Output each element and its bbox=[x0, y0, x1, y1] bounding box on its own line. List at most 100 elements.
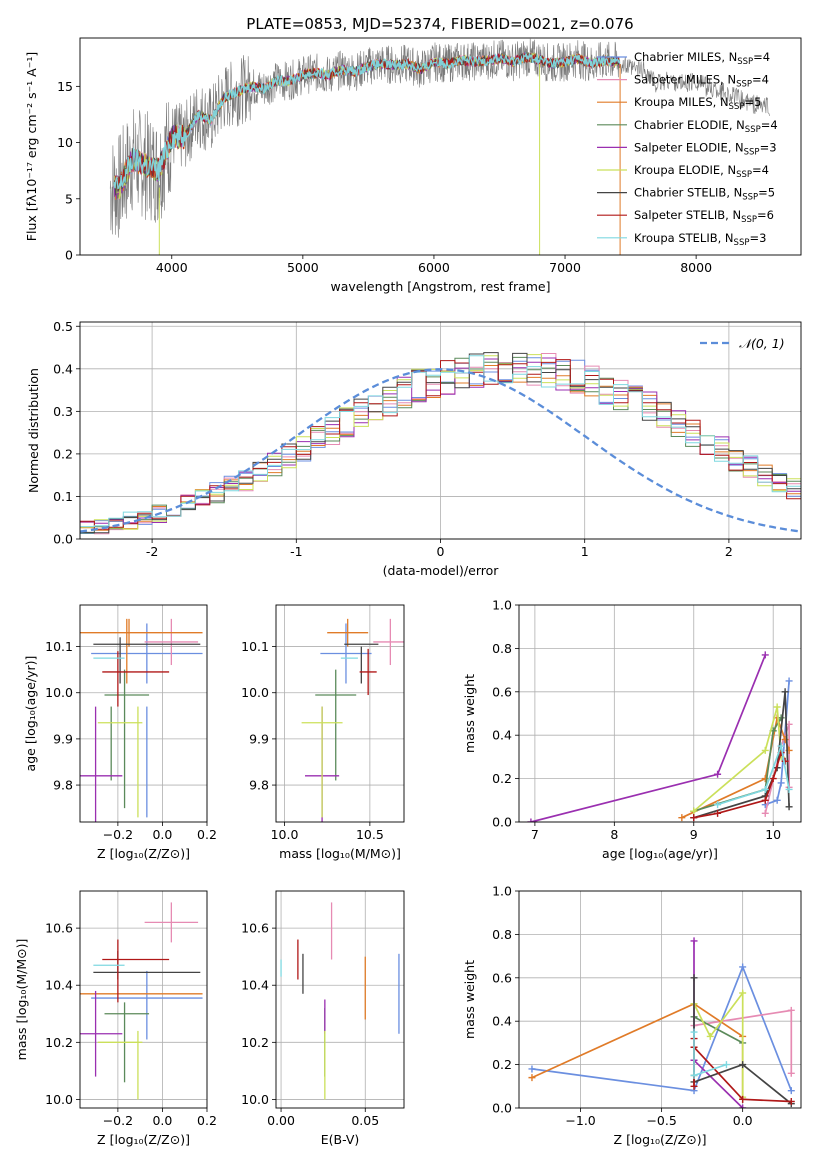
x-tick-label: 10.5 bbox=[356, 827, 384, 842]
legend-label: Kroupa STELIB, NSSP=3 bbox=[634, 231, 766, 248]
weight-vs-age-panel: 7 8 9 10 0.0 0.2 0.4 0.6 0.8 1.0 age [log₁₀(age/yr… bbox=[462, 598, 802, 861]
legend-label-subscript: SSP bbox=[737, 57, 753, 67]
x-axis-label: E(B-V) bbox=[321, 1132, 360, 1147]
x-tick-label: 0 bbox=[437, 544, 445, 559]
x-tick-label: 10.0 bbox=[271, 827, 299, 842]
legend-label: Salpeter MILES, NSSP=4 bbox=[634, 73, 769, 90]
weight-marker-salpeter-miles bbox=[787, 1006, 795, 1014]
weight-marker-chabrier-stelib bbox=[739, 1061, 747, 1069]
axes-frame bbox=[518, 604, 802, 823]
x-tick-label: −0.2 bbox=[103, 827, 133, 842]
weight-marker-chabrier-stelib bbox=[781, 688, 789, 696]
weight-marker-salpeter-elodie bbox=[527, 818, 535, 822]
legend-label-text: Kroupa STELIB, N bbox=[634, 231, 734, 245]
y-tick-label: 10.1 bbox=[45, 639, 73, 654]
axes-frame bbox=[275, 890, 405, 1109]
y-tick-label: 1.0 bbox=[492, 598, 512, 613]
x-axis-label: mass [log₁₀(M/M⊙)] bbox=[279, 846, 401, 861]
x-tick-label: −0.2 bbox=[103, 1113, 133, 1128]
x-tick-label: 0.0 bbox=[152, 1113, 172, 1128]
legend-label-text: Chabrier MILES, N bbox=[634, 50, 737, 64]
legend-label: Chabrier STELIB, NSSP=5 bbox=[634, 186, 775, 203]
x-tick-label: −0.5 bbox=[646, 1113, 676, 1128]
weight-marker-chabrier-stelib bbox=[785, 803, 793, 811]
y-axis-label: mass weight bbox=[462, 674, 477, 753]
model-spectrum-chabrier-stelib bbox=[113, 53, 621, 196]
weight-marker-salpeter-miles bbox=[787, 1069, 795, 1077]
legend-label: Kroupa MILES, NSSP=5 bbox=[634, 95, 761, 112]
x-tick-label: −1.0 bbox=[565, 1113, 595, 1128]
legend-label-text: Chabrier STELIB, N bbox=[634, 186, 742, 200]
y-tick-label: 10.4 bbox=[45, 978, 73, 993]
x-tick-label: 10 bbox=[765, 827, 781, 842]
legend-label-subscript: SSP bbox=[744, 147, 760, 157]
weight-marker-salpeter-stelib bbox=[761, 796, 769, 804]
y-tick-label: 0.0 bbox=[492, 815, 512, 830]
x-tick-label: 2 bbox=[725, 544, 733, 559]
x-tick-label: -1 bbox=[290, 544, 302, 559]
weight-marker-chabrier-miles bbox=[785, 677, 793, 685]
x-axis-label: wavelength [Angstrom, rest frame] bbox=[330, 279, 550, 294]
y-tick-label: 0.2 bbox=[492, 771, 512, 786]
x-tick-label: 0.0 bbox=[733, 1113, 753, 1128]
weight-marker-salpeter-elodie bbox=[690, 937, 698, 945]
plot-area bbox=[280, 902, 400, 1100]
legend-label-text: Chabrier ELODIE, N bbox=[634, 118, 745, 132]
y-tick-label: 0.3 bbox=[53, 404, 73, 419]
weight-line-kroupa-elodie bbox=[693, 706, 782, 812]
legend-label-suffix: =5 bbox=[758, 186, 775, 200]
weight-vs-metallicity-panel: −1.0 −0.5 0.0 0.0 0.2 0.4 0.6 0.8 1.0 Z [log₁₀(Z/… bbox=[462, 884, 802, 1147]
weight-marker-kroupa-stelib bbox=[722, 1061, 730, 1069]
legend-label-suffix: =4 bbox=[753, 50, 770, 64]
normal-reference-curve bbox=[80, 368, 799, 533]
y-tick-label: 10.0 bbox=[45, 685, 73, 700]
y-tick-label: 15 bbox=[57, 79, 73, 94]
y-tick-label: 0.8 bbox=[492, 641, 512, 656]
y-tick-label: 10.4 bbox=[241, 978, 269, 993]
legend-label-suffix: =3 bbox=[749, 231, 766, 245]
weight-marker-kroupa-elodie bbox=[761, 746, 769, 754]
x-tick-label: 8 bbox=[610, 827, 618, 842]
y-tick-label: 0.0 bbox=[53, 532, 73, 547]
weight-marker-chabrier-stelib bbox=[690, 974, 698, 982]
y-tick-label: 10.0 bbox=[241, 1092, 269, 1107]
y-axis-label: mass weight bbox=[462, 960, 477, 1039]
weight-marker-kroupa-miles bbox=[678, 814, 686, 822]
y-tick-label: 0 bbox=[65, 248, 73, 263]
y-tick-label: 10.0 bbox=[45, 1092, 73, 1107]
x-tick-label: 0.00 bbox=[267, 1113, 295, 1128]
weight-line-salpeter-stelib bbox=[693, 750, 786, 819]
mass-vs-metallicity-panel: −0.2 0.0 0.2 10.0 10.2 10.4 10.6 Z [log₁₀(Z/Z⊙)… bbox=[14, 890, 217, 1147]
legend-label: 𝒩(0, 1) bbox=[739, 336, 785, 351]
weight-marker-salpeter-stelib bbox=[690, 814, 698, 822]
legend-label-suffix: =4 bbox=[752, 73, 769, 87]
weight-marker-kroupa-stelib bbox=[777, 742, 785, 750]
legend-label-subscript: SSP bbox=[734, 238, 750, 248]
x-axis-label: Z [log₁₀(Z/Z⊙)] bbox=[614, 1132, 707, 1147]
legend-label: Chabrier ELODIE, NSSP=4 bbox=[634, 118, 778, 135]
legend-label-text: Salpeter ELODIE, N bbox=[634, 140, 744, 154]
weight-marker-salpeter-stelib bbox=[787, 1097, 795, 1105]
plot-area bbox=[301, 618, 404, 822]
weight-line-kroupa-miles bbox=[531, 1002, 744, 1100]
weight-marker-kroupa-elodie bbox=[773, 703, 781, 711]
x-tick-label: 8000 bbox=[680, 260, 712, 275]
y-tick-label: 10.2 bbox=[45, 1035, 73, 1050]
legend-label-suffix: =6 bbox=[757, 208, 774, 222]
y-axis-label: age [log₁₀(age/yr)] bbox=[23, 656, 38, 772]
weight-line-kroupa-elodie bbox=[693, 990, 744, 1098]
legend: 𝒩(0, 1) bbox=[700, 336, 785, 351]
x-tick-label: 6000 bbox=[418, 260, 450, 275]
axes-frame bbox=[79, 890, 208, 1109]
weight-marker-salpeter-stelib bbox=[739, 1095, 747, 1103]
x-axis-label: (data-model)/error bbox=[383, 563, 500, 578]
legend-label-text: Kroupa MILES, N bbox=[634, 95, 729, 109]
weight-marker-chabrier-miles bbox=[787, 1087, 795, 1095]
y-tick-label: 5 bbox=[65, 191, 73, 206]
spectrum-panel: 4000 5000 6000 7000 8000 0 5 10 15 wavelength [An… bbox=[24, 37, 802, 294]
legend-label-subscript: SSP bbox=[729, 102, 745, 112]
legend-label-subscript: SSP bbox=[742, 193, 758, 203]
weight-marker-salpeter-elodie bbox=[714, 770, 722, 778]
